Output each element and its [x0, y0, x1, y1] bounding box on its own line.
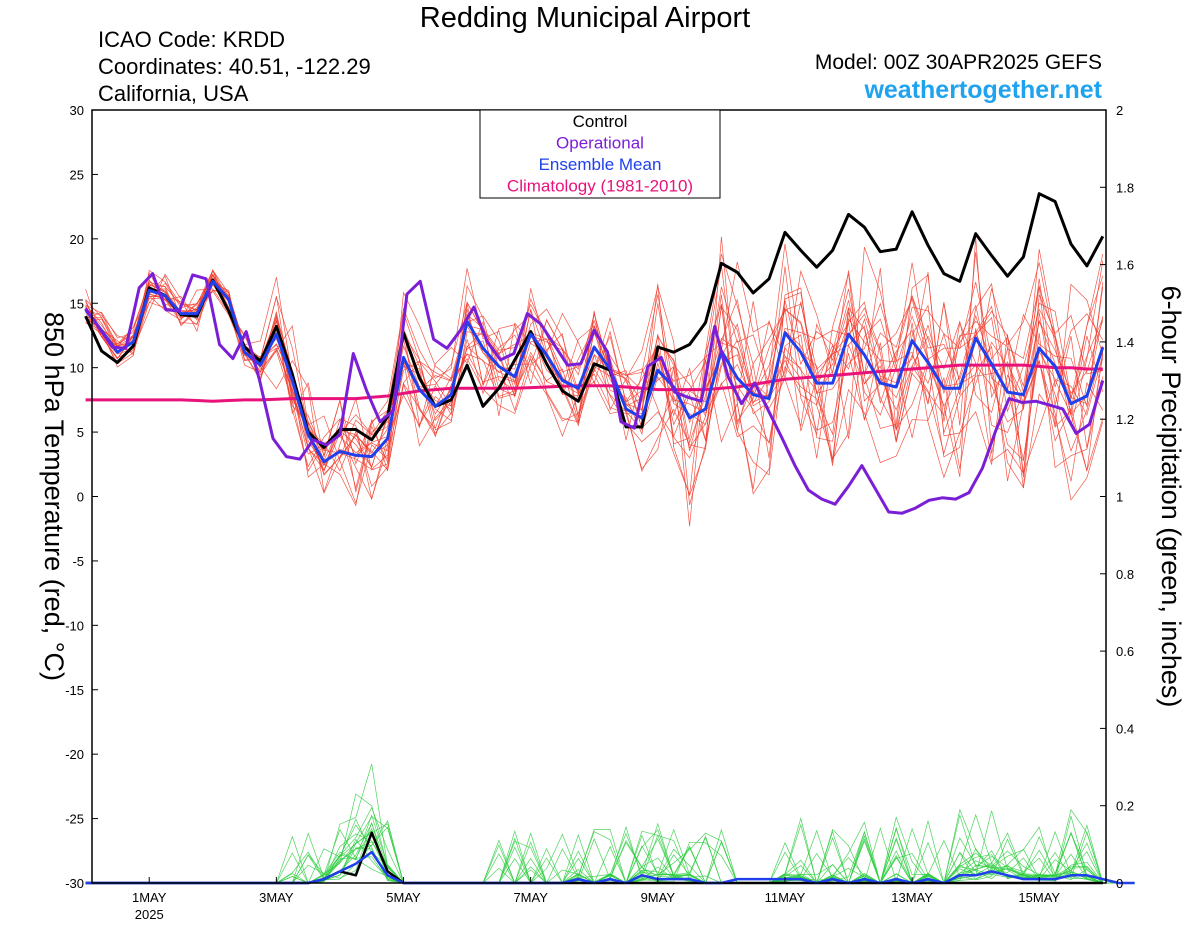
y-tick-label: -30 [65, 876, 84, 891]
icao-code: ICAO Code: KRDD [98, 27, 286, 52]
legend-operational: Operational [556, 134, 644, 153]
x-tick-label: 1MAY [132, 890, 167, 905]
y-tick-label: -15 [65, 683, 84, 698]
plot-frame [91, 109, 1107, 884]
y-tick-label: 0 [77, 490, 84, 505]
y-tick-label: -5 [72, 554, 84, 569]
x-tick-label: 7MAY [513, 890, 548, 905]
y2-tick-label: 0.8 [1116, 567, 1134, 582]
legend: Control Operational Ensemble Mean Climat… [479, 109, 721, 199]
x-tick-label: 3MAY [259, 890, 294, 905]
x-tick-label: 13MAY [891, 890, 933, 905]
temp-member-line [85, 288, 1104, 494]
y-tick-label: -25 [65, 812, 84, 827]
y-tick-label: 20 [70, 232, 84, 247]
x-tick-year: 2025 [135, 907, 164, 922]
x-tick-label: 11MAY [765, 890, 806, 905]
control-temp-line [84, 192, 1105, 449]
y2-tick-label: 2 [1116, 103, 1123, 118]
y-tick-label: -20 [65, 747, 84, 762]
y2-tick-label: 0.4 [1116, 721, 1134, 736]
legend-box [479, 109, 721, 199]
x-tick-label: 15MAY [1018, 890, 1060, 905]
y-tick-label: 10 [70, 361, 84, 376]
model-run: Model: 00Z 30APR2025 GEFS [814, 51, 1102, 74]
temp-member-line [85, 273, 1104, 501]
y2-tick-label: 1.4 [1116, 335, 1134, 350]
operational-temp-line [84, 272, 1105, 515]
y-tick-label: 25 [70, 167, 84, 182]
y2-axis-label: 6-hour Precipitation (green, inches) [1156, 286, 1186, 708]
ensemble-members [85, 236, 1135, 885]
precip-member-line [85, 816, 1135, 884]
precip-member-line [85, 813, 1135, 884]
x-tick-label: 5MAY [386, 890, 421, 905]
y-axis-label: 850 hPa Temperature (red, °C) [39, 312, 69, 681]
y2-tick-label: 1 [1116, 490, 1123, 505]
y2-tick-label: 0.2 [1116, 799, 1134, 814]
y2-tick-label: 0 [1116, 876, 1123, 891]
x-tick-label: 9MAY [641, 890, 676, 905]
legend-control: Control [573, 112, 628, 131]
y-tick-label: 15 [70, 296, 84, 311]
series-layer [84, 192, 1135, 885]
legend-ensemble-mean: Ensemble Mean [539, 155, 662, 174]
y2-tick-label: 1.8 [1116, 180, 1134, 195]
y2-tick-label: 1.2 [1116, 412, 1134, 427]
y2-tick-label: 0.6 [1116, 644, 1134, 659]
legend-climatology: Climatology (1981-2010) [507, 177, 693, 196]
precip-member-line [85, 814, 1135, 885]
coordinates: Coordinates: 40.51, -122.29 [98, 54, 371, 79]
y-tick-label: 30 [70, 103, 84, 118]
axis-ticks: 302520151050-5-10-15-20-25-3021.81.61.41… [65, 103, 1134, 922]
climatology-1981-2010-temp-line [85, 363, 1103, 403]
temp-member-line [85, 236, 1104, 507]
site-link[interactable]: weathertogether.net [864, 76, 1102, 104]
region: California, USA [98, 81, 249, 106]
y-tick-label: -10 [65, 618, 84, 633]
chart-title: Redding Municipal Airport [419, 2, 751, 34]
y2-tick-label: 1.6 [1116, 258, 1134, 273]
temp-member-line [85, 279, 1104, 472]
y-tick-label: 5 [77, 425, 84, 440]
